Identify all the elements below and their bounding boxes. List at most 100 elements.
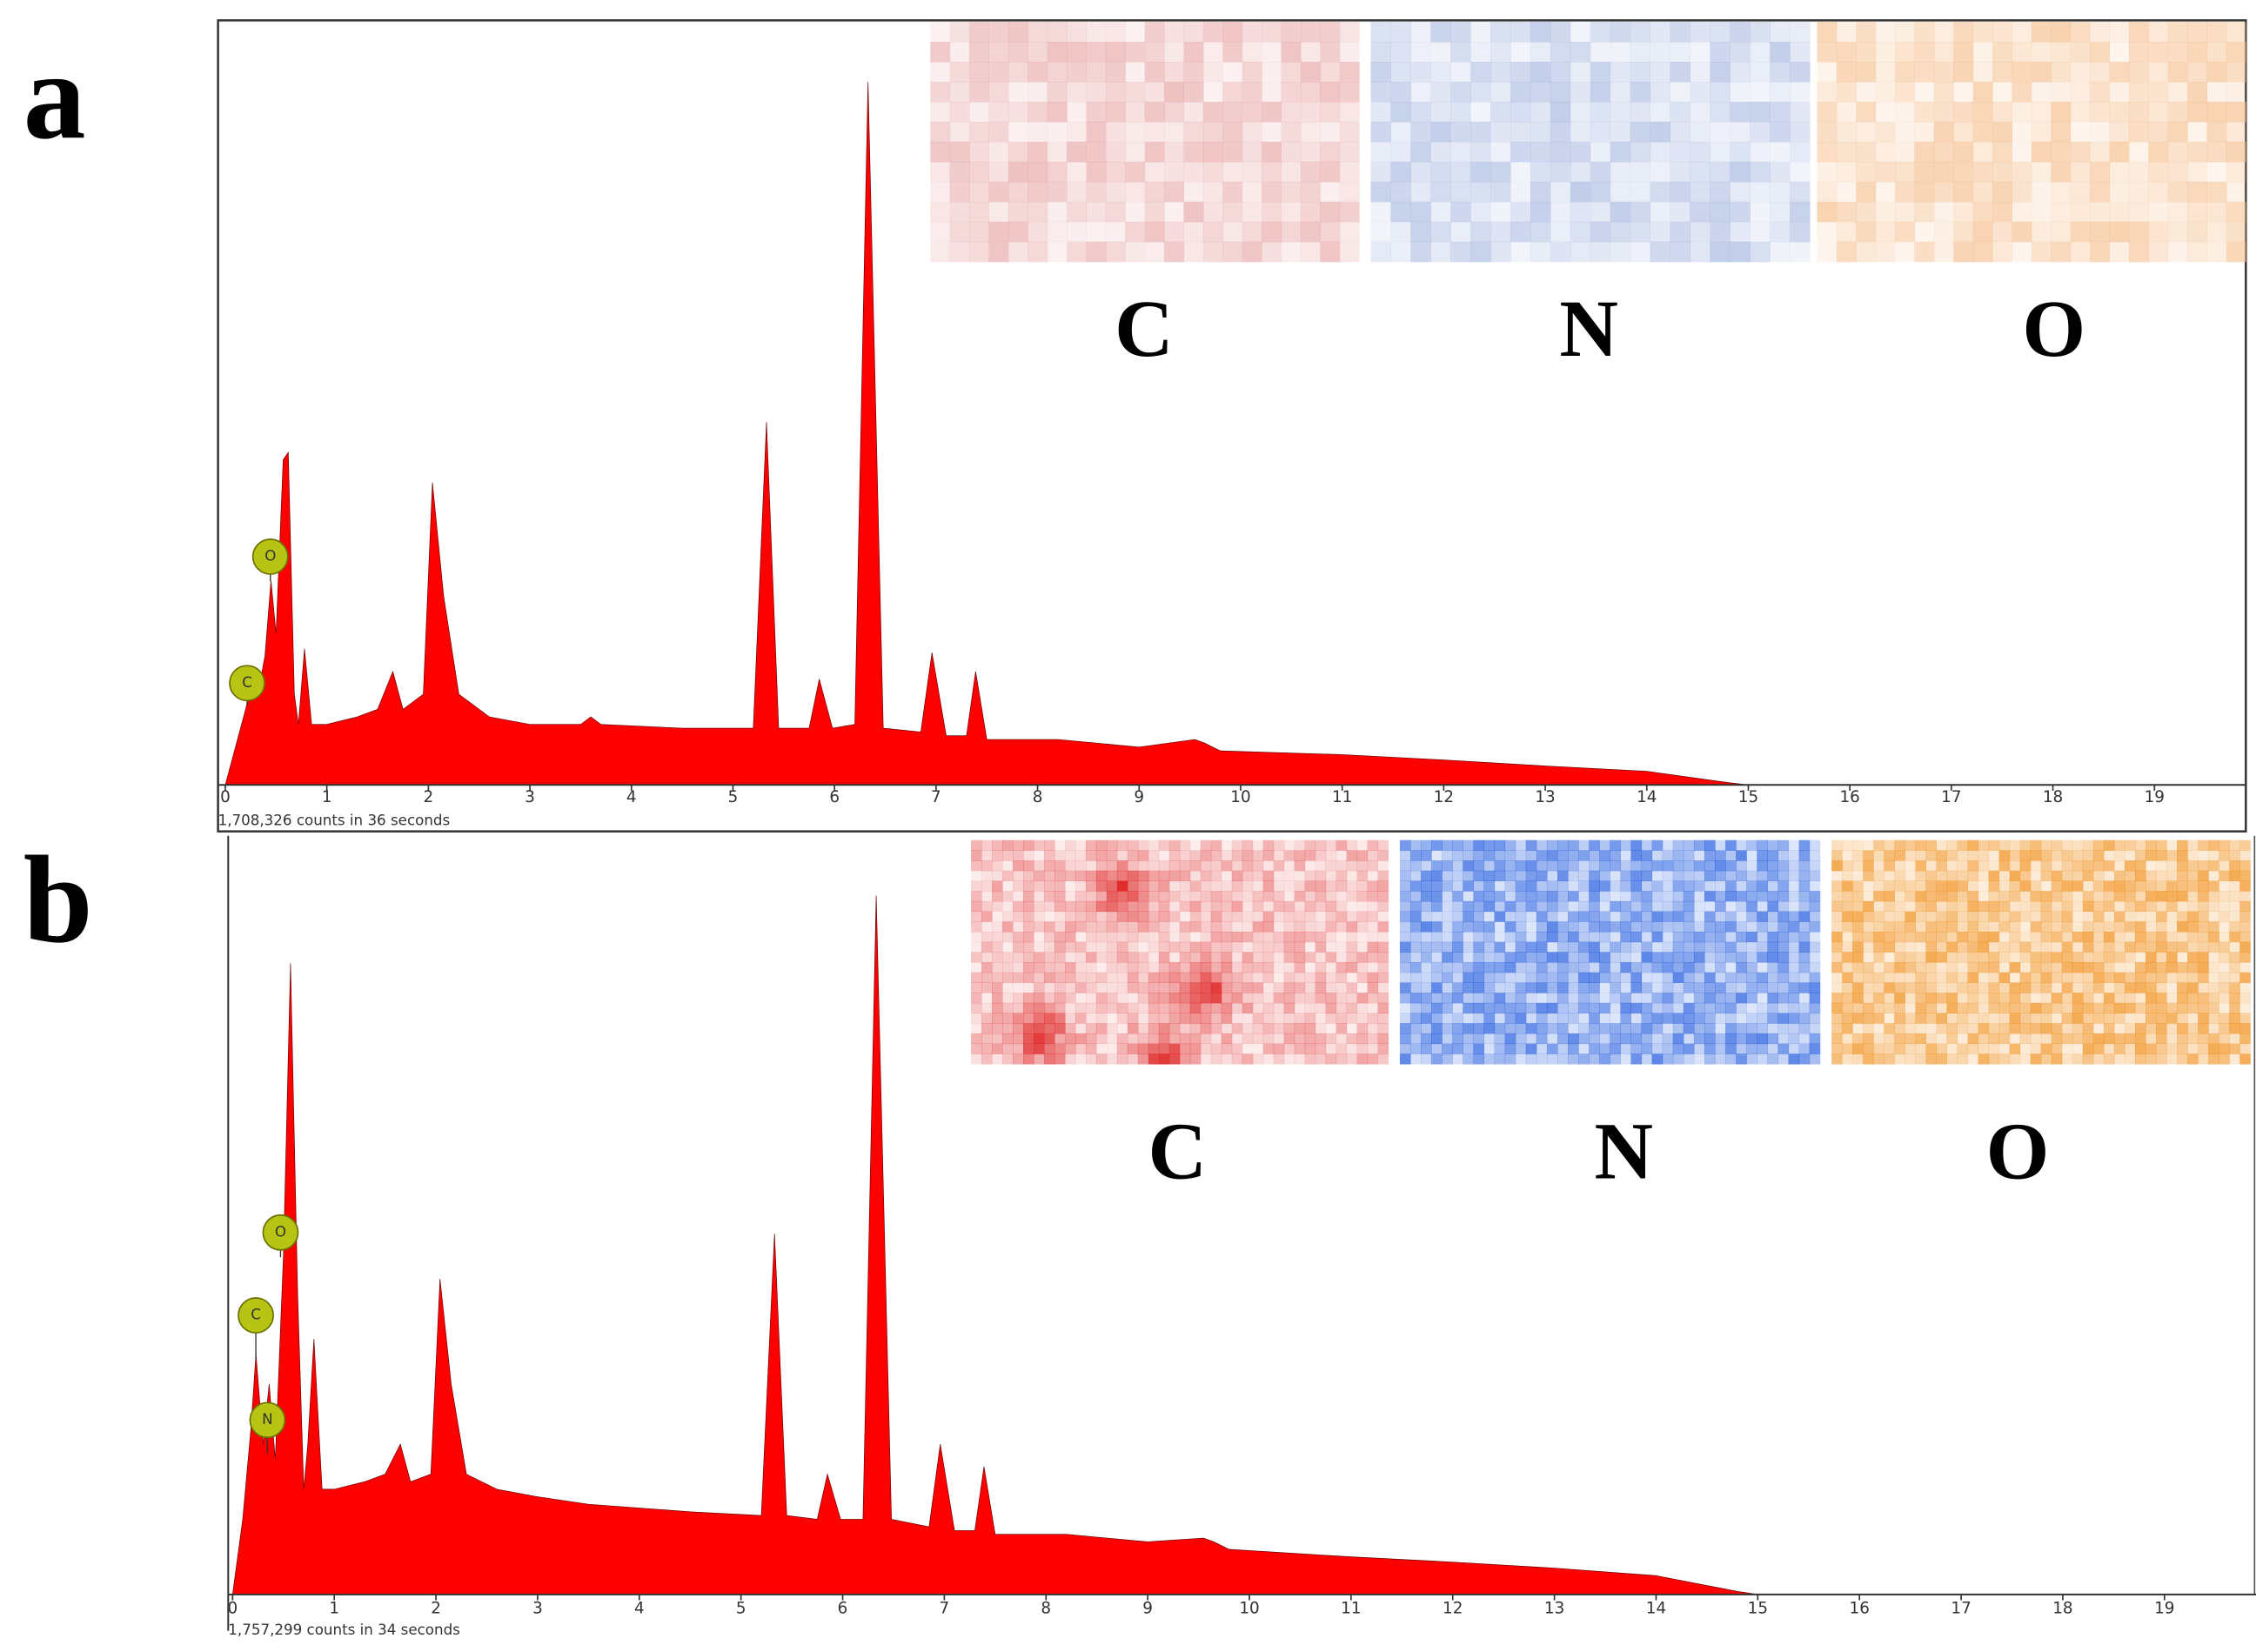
map-pixel [1013, 1043, 1024, 1054]
map-pixel [2040, 1033, 2052, 1045]
map-pixel [971, 911, 982, 922]
map-pixel [1022, 982, 1034, 993]
map-pixel [949, 22, 970, 43]
map-pixel [1715, 962, 1726, 973]
map-pixel [2082, 870, 2094, 881]
map-pixel [1028, 141, 1048, 163]
map-pixel [1463, 993, 1474, 1004]
map-pixel [1590, 42, 1611, 63]
map-pixel [2113, 1023, 2125, 1034]
map-pixel [1992, 221, 2012, 243]
map-pixel [1757, 982, 1768, 993]
map-pixel [1002, 1043, 1014, 1054]
map-pixel [1863, 982, 1874, 993]
map-pixel [2019, 993, 2032, 1004]
map-pixel [1894, 1023, 1905, 1034]
map-pixel [2061, 1033, 2073, 1045]
map-pixel [1346, 962, 1358, 973]
map-pixel [1273, 962, 1285, 973]
map-pixel [1320, 201, 1341, 223]
map-pixel [2239, 931, 2251, 943]
map-pixel [1736, 1043, 1747, 1054]
map-pixel [1452, 982, 1463, 993]
map-pixel [988, 22, 1009, 43]
map-pixel [1095, 1053, 1108, 1065]
map-pixel [1905, 870, 1916, 881]
map-pixel [1242, 870, 1254, 881]
element-map [930, 22, 1360, 263]
map-pixel [1064, 839, 1076, 851]
map-pixel [1294, 1053, 1306, 1065]
map-pixel [1894, 1013, 1905, 1024]
map-pixel [1620, 982, 1631, 993]
map-pixel [1998, 952, 2011, 963]
map-pixel [1064, 931, 1076, 943]
map-pixel [1390, 42, 1411, 63]
map-pixel [1127, 1043, 1139, 1054]
map-pixel [1790, 161, 1811, 183]
map-pixel [1504, 962, 1516, 973]
map-pixel [2167, 141, 2188, 163]
map-pixel [1546, 941, 1558, 953]
map-pixel [1370, 22, 1391, 43]
map-pixel [1315, 972, 1327, 983]
map-pixel [1095, 993, 1108, 1004]
map-pixel [1504, 880, 1516, 892]
map-pixel [1127, 860, 1139, 872]
map-pixel [1651, 900, 1664, 913]
map-pixel [1074, 962, 1087, 973]
map-pixel [1651, 952, 1664, 963]
map-pixel [1281, 201, 1302, 223]
map-pixel [1262, 1033, 1275, 1045]
map-pixel [1525, 839, 1537, 851]
map-pixel [1515, 982, 1527, 993]
map-pixel [2239, 870, 2251, 881]
map-pixel [1179, 860, 1191, 872]
map-pixel [1770, 161, 1791, 183]
map-pixel [1836, 121, 1857, 143]
map-pixel [1367, 870, 1379, 881]
map-pixel [1210, 900, 1222, 913]
map-pixel [1630, 81, 1651, 103]
map-pixel [1158, 1053, 1170, 1065]
map-pixel [2124, 921, 2136, 933]
map-pixel [2109, 181, 2130, 203]
map-pixel [1106, 972, 1118, 983]
map-pixel [1377, 952, 1389, 963]
map-pixel [1953, 101, 1974, 123]
map-pixel [1431, 1002, 1443, 1014]
map-pixel [1914, 221, 1935, 243]
map-pixel [1325, 962, 1337, 973]
map-pixel [1294, 941, 1306, 953]
map-pixel [1336, 911, 1348, 922]
map-pixel [1064, 993, 1076, 1004]
map-pixel [2061, 860, 2073, 872]
map-pixel [1736, 891, 1747, 902]
map-pixel [1002, 1053, 1014, 1065]
map-pixel [1672, 931, 1684, 943]
map-pixel [1281, 101, 1302, 123]
map-pixel [1315, 911, 1327, 922]
map-pixel [1770, 141, 1791, 163]
map-pixel [1610, 900, 1621, 913]
map-pixel [971, 1033, 982, 1045]
map-pixel [1304, 931, 1316, 943]
map-pixel [1641, 993, 1653, 1004]
map-pixel [2226, 62, 2246, 83]
map-pixel [1809, 850, 1821, 861]
map-pixel [1421, 1033, 1432, 1045]
map-pixel [1125, 101, 1146, 123]
map-pixel [2239, 911, 2251, 922]
map-pixel [1630, 22, 1651, 43]
map-pixel [1936, 952, 1947, 963]
map-pixel [1494, 870, 1506, 881]
map-pixel [1339, 241, 1360, 263]
map-pixel [2229, 993, 2240, 1004]
map-pixel [1536, 982, 1548, 993]
map-pixel [1915, 891, 1926, 902]
map-pixel [2009, 870, 2021, 881]
map-pixel [1550, 161, 1571, 183]
map-pixel [1725, 1043, 1737, 1054]
map-pixel [2124, 1043, 2136, 1054]
map-pixel [1283, 850, 1295, 861]
